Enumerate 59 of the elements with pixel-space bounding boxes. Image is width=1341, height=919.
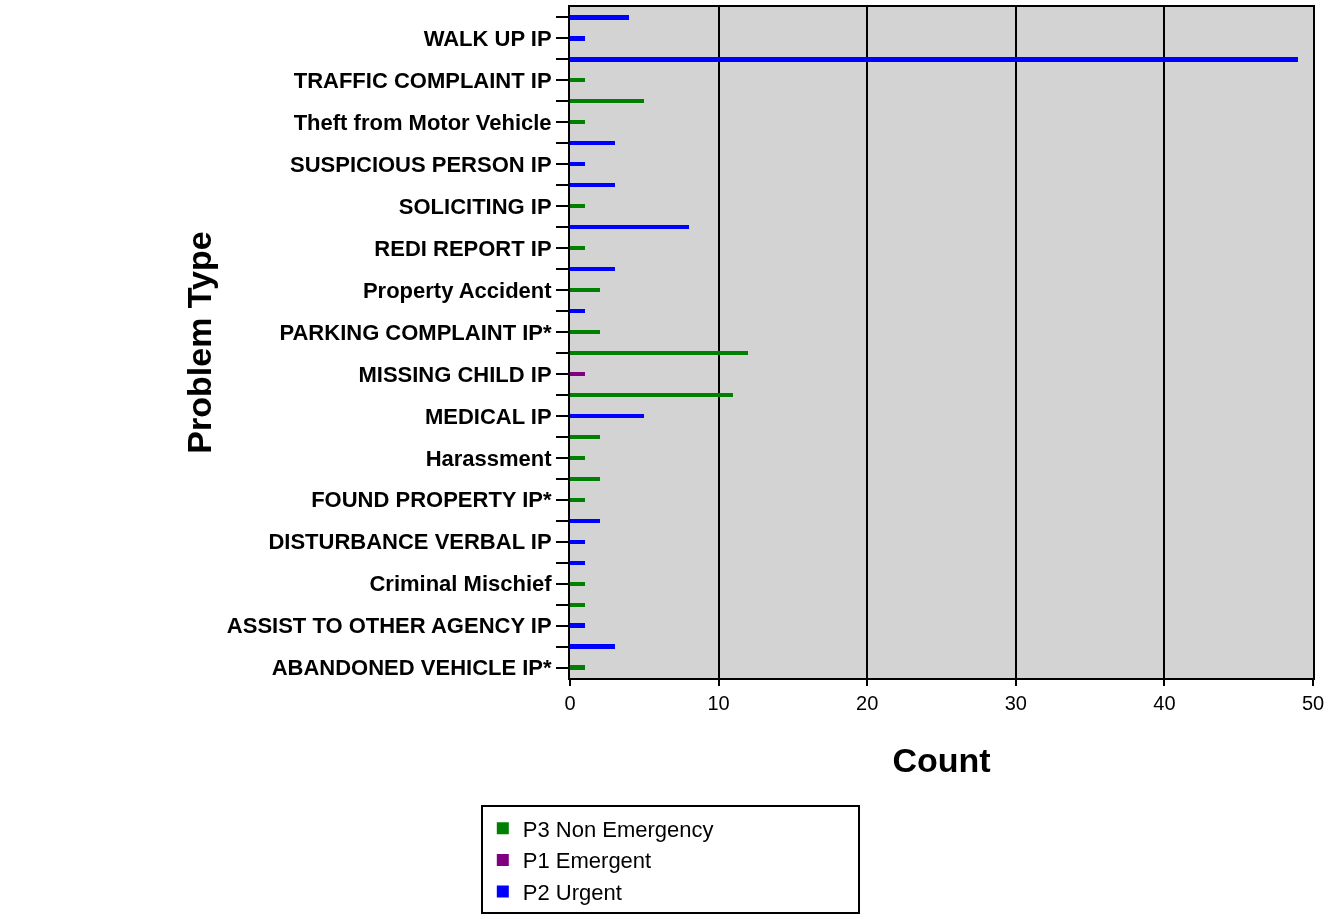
- bar: [570, 602, 585, 607]
- bar: [570, 267, 615, 272]
- bar: [570, 392, 734, 398]
- y-tick-label: ABANDONED VEHICLE IP*: [271, 655, 553, 681]
- y-tick-label: Harassment: [425, 445, 553, 471]
- legend-label: P1 Emergent: [522, 848, 652, 874]
- bar: [570, 204, 585, 209]
- y-tick-label: MISSING CHILD IP: [358, 361, 552, 387]
- bar: [570, 183, 615, 188]
- bar: [570, 350, 749, 356]
- y-tick-label: Criminal Mischief: [369, 571, 553, 597]
- x-tick-label: 30: [1004, 692, 1027, 714]
- legend-label: P3 Non Emergency: [522, 816, 714, 842]
- bar: [570, 644, 615, 649]
- y-tick-label: Theft from Motor Vehicle: [293, 110, 552, 136]
- x-tick-label: 10: [707, 692, 730, 714]
- bar: [570, 329, 600, 335]
- bar: [570, 141, 615, 146]
- bar: [570, 15, 630, 20]
- bar: [570, 497, 585, 502]
- bar: [570, 57, 1299, 62]
- x-tick-label: 20: [856, 692, 879, 714]
- bar: [570, 413, 645, 418]
- y-tick-label: TRAFFIC COMPLAINT IP: [293, 68, 552, 94]
- bar: [570, 36, 585, 41]
- bar: [570, 455, 585, 460]
- bar: [570, 539, 585, 544]
- bar: [570, 78, 585, 83]
- bar: [570, 434, 600, 439]
- bar: [570, 560, 585, 565]
- y-tick-label: PARKING COMPLAINT IP*: [279, 319, 553, 345]
- bar: [570, 99, 645, 104]
- y-tick-label: SOLICITING IP: [398, 193, 552, 219]
- y-tick-label: SUSPICIOUS PERSON IP: [289, 151, 552, 177]
- bar: [570, 518, 600, 523]
- bar: [570, 371, 585, 377]
- y-axis-title: Problem Type: [179, 231, 218, 454]
- y-tick-label: MEDICAL IP: [424, 403, 552, 429]
- bar: [570, 120, 585, 125]
- y-tick-label: Property Accident: [362, 277, 553, 303]
- bar: [570, 287, 600, 293]
- y-tick-label: REDI REPORT IP: [374, 235, 552, 261]
- x-tick-label: 0: [564, 692, 576, 714]
- bar: [570, 665, 585, 670]
- bar: [570, 225, 689, 230]
- x-axis-title: Count: [892, 740, 991, 779]
- y-tick-label: DISTURBANCE VERBAL IP: [268, 529, 552, 555]
- y-tick-label: ASSIST TO OTHER AGENCY IP: [226, 613, 552, 639]
- bar: [570, 308, 585, 314]
- x-tick-label: 40: [1153, 692, 1176, 714]
- y-tick-label: WALK UP IP: [423, 26, 552, 52]
- x-tick-label: 50: [1301, 692, 1325, 714]
- bar: [570, 623, 585, 628]
- bar: [570, 162, 585, 167]
- bar: [570, 476, 600, 481]
- bar: [570, 246, 585, 251]
- bar: [570, 581, 585, 586]
- legend-label: P2 Urgent: [522, 880, 622, 906]
- y-tick-label: FOUND PROPERTY IP*: [311, 487, 553, 513]
